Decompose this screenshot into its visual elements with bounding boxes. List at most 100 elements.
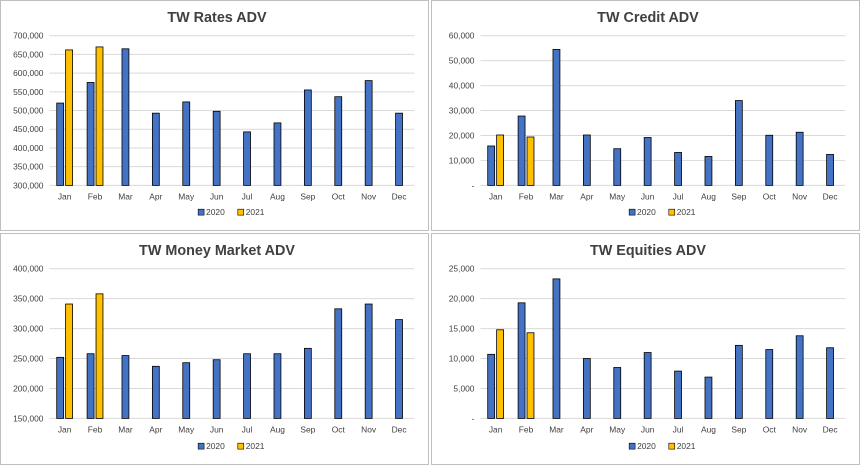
bar-2020-jan (56, 102, 65, 186)
x-tick-label: Apr (580, 191, 593, 201)
x-tick-label: Aug (701, 191, 716, 201)
bar-2020-dec (826, 154, 834, 186)
x-tick-label: Jul (242, 191, 253, 201)
y-tick-label: 60,000 (449, 31, 475, 41)
legend-label-2020: 2020 (206, 207, 225, 217)
bar-2020-oct (765, 134, 774, 186)
legend-swatch-2021 (237, 208, 245, 216)
x-tick-label: Feb (88, 424, 103, 434)
x-tick-label: Sep (300, 191, 315, 201)
chart-title: TW Credit ADV (597, 10, 699, 26)
chart-title: TW Rates ADV (167, 10, 267, 26)
bar-2020-dec (395, 319, 403, 419)
x-tick-label: Sep (731, 191, 746, 201)
bar-2020-aug (273, 353, 282, 419)
bar-2020-jun (212, 359, 221, 419)
x-tick-label: Mar (118, 424, 133, 434)
x-tick-label: Feb (519, 191, 534, 201)
bar-2020-mar (121, 48, 130, 186)
x-tick-label: Jun (641, 424, 655, 434)
bar-2020-apr (151, 365, 160, 419)
bar-2021-jan (496, 134, 504, 186)
y-tick-label: 20,000 (449, 294, 475, 304)
x-tick-label: Jan (489, 191, 503, 201)
x-tick-label: Nov (792, 191, 808, 201)
x-tick-label: Oct (763, 191, 777, 201)
bar-2021-feb (526, 332, 535, 419)
bar-2021-jan (65, 303, 73, 419)
bar-2020-feb (517, 302, 526, 419)
legend-label-2021: 2021 (246, 207, 265, 217)
legend-label-2020: 2020 (637, 441, 656, 451)
y-tick-label: 10,000 (449, 155, 475, 165)
bar-2020-dec (395, 112, 403, 186)
x-tick-label: Jan (58, 191, 72, 201)
legend-swatch-2021 (668, 208, 676, 216)
y-tick-label: 350,000 (13, 294, 44, 304)
y-tick-label: 25,000 (449, 264, 475, 274)
chart-panel-equities: TW Equities ADV - 5,000 10,000 15,000 20,000 2… (431, 233, 860, 465)
bar-2021-feb (95, 293, 104, 419)
chart-title: TW Equities ADV (590, 243, 706, 259)
chart-credit: TW Credit ADV - 10,000 20,000 30,000 40,000 50… (449, 10, 846, 217)
bar-2020-aug (704, 376, 713, 419)
y-tick-label: 250,000 (13, 353, 44, 363)
chart-title: TW Money Market ADV (139, 243, 295, 259)
bar-2021-jan (65, 49, 73, 186)
bar-2020-aug (273, 122, 282, 186)
x-tick-label: Jun (210, 191, 224, 201)
bar-2020-mar (552, 49, 561, 186)
x-tick-label: Feb (88, 191, 103, 201)
x-tick-label: Apr (149, 424, 162, 434)
bar-2020-sep (734, 344, 743, 419)
y-tick-label: - (472, 413, 475, 423)
bar-2021-feb (95, 46, 104, 186)
y-tick-label: 40,000 (449, 81, 475, 91)
y-tick-label: 500,000 (13, 106, 44, 116)
chart-rates: TW Rates ADV 300,000 350,000 400,000 450,000… (13, 10, 415, 217)
legend-swatch-2020 (628, 208, 636, 216)
x-tick-label: Jun (210, 424, 224, 434)
bar-2021-feb (526, 136, 535, 186)
y-tick-label: 600,000 (13, 68, 44, 78)
legend-swatch-2021 (668, 442, 676, 450)
bar-2020-sep (303, 89, 312, 186)
bar-2020-nov (795, 335, 804, 419)
bar-2020-jan (56, 356, 65, 419)
y-tick-label: 20,000 (449, 130, 475, 140)
x-tick-label: Mar (549, 424, 564, 434)
x-tick-label: Nov (792, 424, 808, 434)
y-tick-label: 50,000 (449, 56, 475, 66)
bar-2020-apr (582, 134, 591, 186)
x-tick-label: Jun (641, 191, 655, 201)
chart-panel-money-market: TW Money Market ADV 150,000 200,000 250,000… (0, 233, 429, 465)
x-tick-label: Mar (118, 191, 133, 201)
y-tick-label: 10,000 (449, 353, 475, 363)
x-tick-label: Jul (242, 424, 253, 434)
chart-panel-credit: TW Credit ADV - 10,000 20,000 30,000 40,000 50… (431, 0, 860, 231)
x-tick-label: Apr (149, 191, 162, 201)
bar-2021-jan (496, 329, 504, 419)
bar-2020-apr (582, 358, 591, 419)
y-tick-label: 550,000 (13, 87, 44, 97)
y-tick-label: 5,000 (453, 383, 474, 393)
y-tick-label: 350,000 (13, 162, 44, 172)
legend-label-2020: 2020 (206, 441, 225, 451)
legend-swatch-2020 (628, 442, 636, 450)
x-tick-label: Dec (392, 424, 407, 434)
bar-2020-sep (734, 100, 743, 186)
bar-2020-may (182, 101, 191, 186)
x-tick-label: Aug (701, 424, 716, 434)
legend-swatch-2020 (197, 208, 205, 216)
bar-2020-may (613, 148, 622, 186)
bar-2020-aug (704, 156, 713, 186)
x-tick-label: Jan (58, 424, 72, 434)
bar-2020-may (182, 362, 191, 419)
chart-equities: TW Equities ADV - 5,000 10,000 15,000 20,000 2… (449, 243, 846, 451)
x-tick-label: May (609, 424, 626, 434)
y-tick-label: 300,000 (13, 180, 44, 190)
legend-label-2021: 2021 (677, 441, 696, 451)
bar-2020-nov (364, 303, 373, 419)
x-tick-label: Nov (361, 424, 377, 434)
